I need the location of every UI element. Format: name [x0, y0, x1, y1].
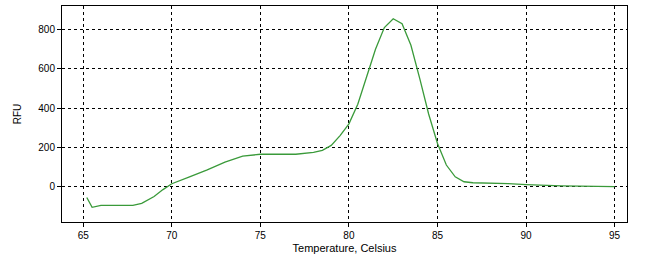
svg-text:90: 90	[520, 230, 532, 241]
svg-text:65: 65	[78, 230, 90, 241]
svg-text:85: 85	[432, 230, 444, 241]
svg-text:RFU: RFU	[12, 104, 23, 125]
svg-text:800: 800	[38, 24, 55, 35]
svg-text:70: 70	[166, 230, 178, 241]
svg-text:400: 400	[38, 103, 55, 114]
svg-text:Temperature, Celsius: Temperature, Celsius	[293, 242, 397, 254]
svg-text:200: 200	[38, 142, 55, 153]
svg-text:80: 80	[343, 230, 355, 241]
svg-text:0: 0	[49, 181, 55, 192]
svg-text:75: 75	[255, 230, 267, 241]
svg-text:95: 95	[609, 230, 621, 241]
svg-text:600: 600	[38, 63, 55, 74]
